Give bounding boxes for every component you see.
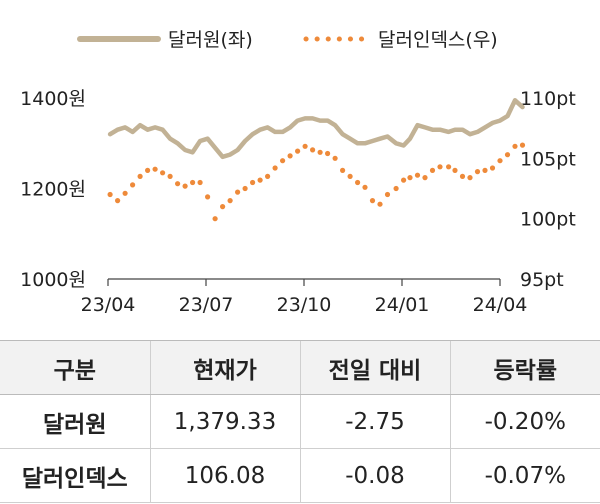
table-row: 달러인덱스 106.08 -0.08 -0.07% <box>0 448 600 503</box>
series-point-dxy <box>377 201 383 207</box>
row-change: -0.08 <box>299 448 450 503</box>
y-left-tick-label: 1200원 <box>20 179 86 201</box>
series-point-dxy <box>384 191 391 198</box>
series-point-dxy <box>452 167 458 173</box>
series-point-dxy <box>519 142 526 148</box>
series-point-dxy <box>227 198 233 204</box>
chart: 달러원(좌) 달러인덱스(우) 23/04 23/07 23/10 24/01 24/0… <box>20 29 576 316</box>
series-point-dxy <box>340 167 346 173</box>
y-right-tick-label: 105pt <box>520 148 576 170</box>
series-point-dxy <box>504 152 511 158</box>
legend-label-krw: 달러원(좌) <box>168 29 253 51</box>
series-point-dxy <box>310 147 316 153</box>
series-point-dxy <box>182 183 188 189</box>
series-point-dxy <box>167 173 173 179</box>
series-point-dxy <box>347 173 353 179</box>
series-point-dxy <box>482 167 488 173</box>
series-point-dxy <box>122 190 128 196</box>
row-change: -2.75 <box>299 394 450 449</box>
y-left-tick-label: 1400원 <box>20 88 86 110</box>
y-right-tick-label: 95pt <box>520 269 564 291</box>
series-point-dxy <box>272 165 278 171</box>
series-point-dxy <box>205 194 211 200</box>
series-point-dxy <box>295 148 301 154</box>
series-point-dxy <box>242 185 248 192</box>
series-point-dxy <box>257 177 263 183</box>
series-point-dxy <box>130 182 136 188</box>
legend: 달러원(좌) 달러인덱스(우) <box>77 29 498 51</box>
series-point-dxy <box>407 175 413 181</box>
row-price: 106.08 <box>149 448 300 503</box>
series-point-dxy <box>369 198 376 204</box>
table-row: 달러원 1,379.33 -2.75 -0.20% <box>0 394 600 449</box>
series-point-dxy <box>429 167 436 173</box>
series-point-dxy <box>497 158 503 164</box>
x-tick-label: 23/04 <box>81 294 136 316</box>
header-change-rate: 등락률 <box>449 340 600 395</box>
series-point-dxy <box>280 158 286 164</box>
row-price: 1,379.33 <box>149 394 300 449</box>
series-point-dxy <box>422 175 428 181</box>
series-point-dxy <box>115 198 121 204</box>
y-left-tick-label: 1000원 <box>20 269 86 291</box>
header-price: 현재가 <box>149 340 300 395</box>
series-point-dxy <box>362 184 368 190</box>
series-point-dxy <box>250 179 256 186</box>
series-point-dxy <box>265 173 271 179</box>
row-change-rate: -0.20% <box>449 394 600 449</box>
series-point-dxy <box>467 175 473 181</box>
header-category: 구분 <box>0 340 150 395</box>
series-point-dxy <box>332 155 338 161</box>
series-point-dxy <box>459 173 466 179</box>
legend-label-dxy: 달러인덱스(우) <box>378 29 498 51</box>
series-point-dxy <box>302 143 308 149</box>
series-point-dxy <box>137 173 143 179</box>
x-tick-label: 23/07 <box>179 294 234 316</box>
series-point-dxy <box>152 166 158 172</box>
series-point-dxy <box>355 179 361 186</box>
y-right-tick-label: 100pt <box>520 209 576 231</box>
series-point-dxy <box>446 164 452 170</box>
series-point-dxy <box>325 150 331 157</box>
series-point-dxy <box>489 165 496 171</box>
x-tick-label: 24/04 <box>473 294 528 316</box>
quote-table: 구분 현재가 전일 대비 등락률 달러원 1,379.33 -2.75 -0.2… <box>0 340 600 503</box>
header-change: 전일 대비 <box>299 340 450 395</box>
series-point-dxy <box>512 143 518 149</box>
series-point-dxy <box>145 167 151 173</box>
series-point-dxy <box>212 216 218 222</box>
row-label: 달러인덱스 <box>0 448 150 503</box>
series-point-dxy <box>190 179 196 186</box>
series-point-dxy <box>474 169 481 175</box>
row-change-rate: -0.07% <box>449 448 600 503</box>
series-point-dxy <box>437 164 443 170</box>
y-right-tick-label: 110pt <box>520 88 576 110</box>
series-point-dxy <box>175 181 181 187</box>
series-point-dxy <box>317 149 323 155</box>
x-tick-label: 23/10 <box>277 294 332 316</box>
x-tick-label: 24/01 <box>375 294 430 316</box>
series-point-dxy <box>414 172 421 178</box>
series-point-dxy <box>220 204 226 210</box>
series-point-dxy <box>235 189 241 195</box>
series-line-krw <box>107 98 525 160</box>
series-point-dxy <box>160 170 166 176</box>
series-point-dxy <box>197 179 203 186</box>
series-point-dxy <box>107 191 113 198</box>
row-label: 달러원 <box>0 394 150 449</box>
series-point-dxy <box>401 177 407 183</box>
series-point-dxy <box>287 153 293 159</box>
series-point-dxy <box>393 185 399 192</box>
table-header-row: 구분 현재가 전일 대비 등락률 <box>0 340 600 395</box>
